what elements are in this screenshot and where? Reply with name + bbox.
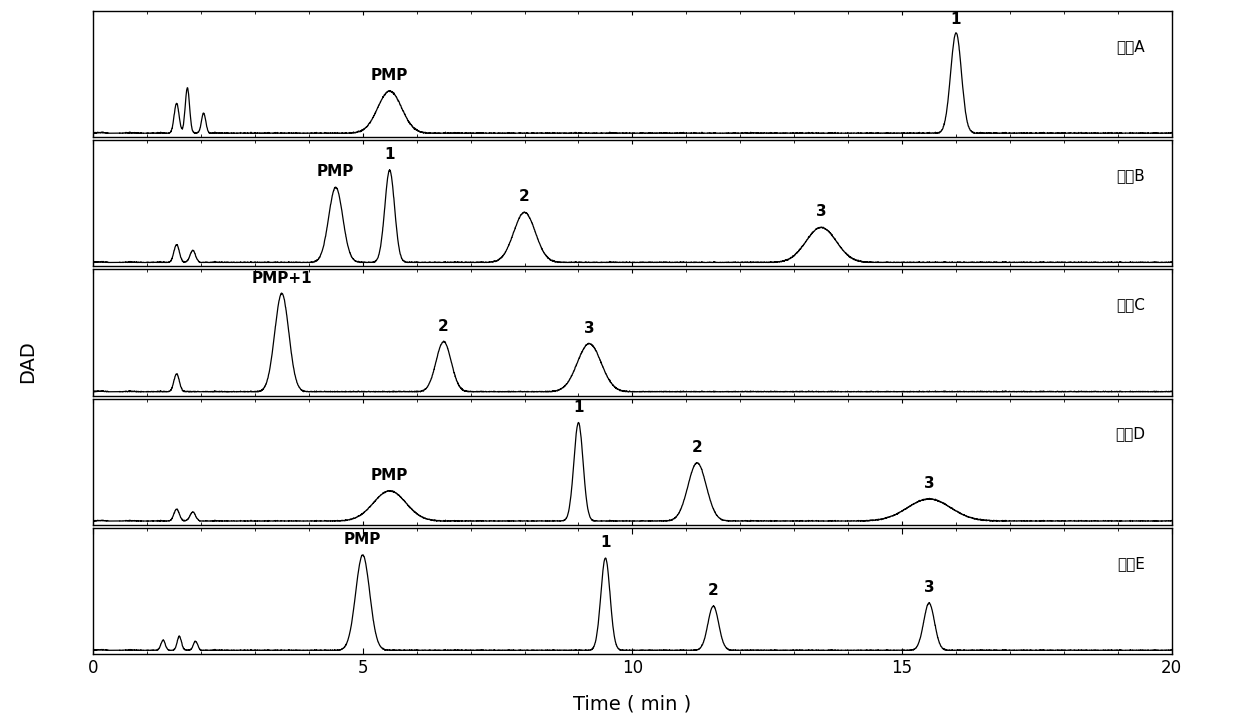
Text: 梯度D: 梯度D: [1115, 427, 1145, 442]
Text: 3: 3: [924, 580, 935, 595]
Text: Time ( min ): Time ( min ): [573, 695, 692, 714]
Text: 1: 1: [384, 147, 394, 162]
Text: 2: 2: [692, 440, 703, 455]
Text: 2: 2: [520, 189, 529, 205]
Text: 梯度C: 梯度C: [1116, 297, 1145, 312]
Text: PMP+1: PMP+1: [252, 271, 312, 286]
Text: DAD: DAD: [17, 340, 37, 383]
Text: 3: 3: [924, 476, 935, 491]
Text: 梯度B: 梯度B: [1116, 168, 1145, 183]
Text: PMP: PMP: [371, 68, 408, 83]
Text: 3: 3: [816, 205, 827, 219]
Text: PMP: PMP: [343, 532, 382, 547]
Text: 1: 1: [573, 400, 584, 415]
Text: 2: 2: [708, 583, 719, 598]
Text: 3: 3: [584, 320, 594, 335]
Text: PMP: PMP: [371, 468, 408, 483]
Text: 梯度E: 梯度E: [1117, 556, 1145, 571]
Text: 1: 1: [600, 535, 610, 550]
Text: 梯度A: 梯度A: [1116, 39, 1145, 54]
Text: 1: 1: [951, 12, 961, 27]
Text: 2: 2: [438, 319, 449, 333]
Text: PMP: PMP: [317, 164, 355, 179]
